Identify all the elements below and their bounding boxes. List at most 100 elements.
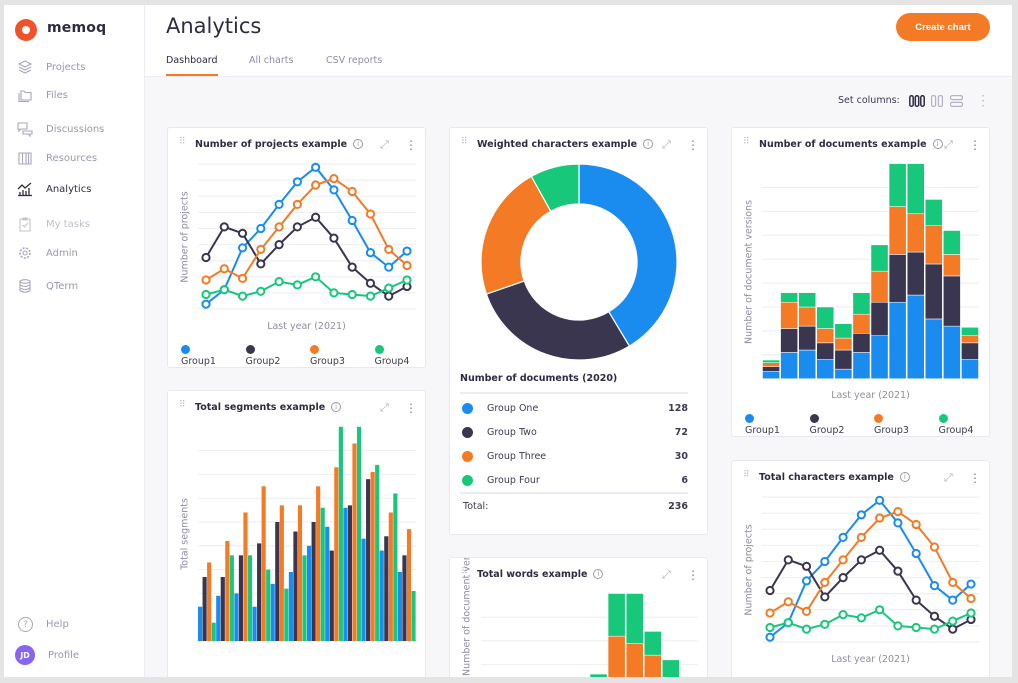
legend-label: Group3 (874, 425, 909, 436)
bar-group3 (207, 562, 212, 641)
create-chart-button[interactable]: Create chart (896, 13, 990, 41)
profile-link[interactable]: JD Profile (15, 645, 79, 665)
data-point (256, 223, 266, 234)
bar-group1 (216, 595, 221, 641)
tab-csv-reports[interactable]: CSV reports (326, 55, 383, 66)
legend-item-group4[interactable]: Group4 (374, 345, 426, 367)
data-point (256, 244, 266, 255)
drag-handle-icon[interactable]: ⠿ (461, 567, 468, 577)
sidebar-item-files[interactable]: Files (17, 87, 68, 103)
donut-slice-3 (480, 175, 552, 295)
drag-handle-icon[interactable]: ⠿ (461, 137, 468, 147)
bar-segment-group3 (607, 635, 626, 677)
bar-segment-group1 (888, 301, 907, 379)
bar-segment-group1 (925, 318, 943, 379)
expand-icon[interactable]: ⤢ (944, 471, 953, 484)
card-title: Weighted characters example i (477, 139, 654, 150)
sidebar-item-label: Admin (46, 247, 78, 259)
info-icon[interactable]: i (353, 139, 364, 149)
sidebar-item-discussions[interactable]: Discussions (17, 121, 104, 138)
info-icon[interactable]: i (593, 569, 604, 579)
one-column-icon[interactable] (950, 95, 964, 108)
help-link[interactable]: ? Help (18, 617, 69, 632)
info-icon[interactable]: i (643, 139, 654, 149)
bar-segment-group2 (798, 325, 816, 351)
data-point (384, 291, 394, 301)
bar-segment-group4 (834, 323, 853, 339)
card-title: Number of projects example i (195, 139, 364, 150)
tab-dashboard[interactable]: Dashboard (166, 55, 218, 76)
stacked-bar-chart-words (481, 593, 698, 677)
legend-item-group4[interactable]: Group4 (938, 414, 990, 436)
expand-icon[interactable]: ⤢ (662, 568, 671, 581)
tab-all-charts[interactable]: All charts (249, 55, 294, 66)
row-value: 30 (674, 451, 688, 462)
sidebar-item-qterm[interactable]: QTerm (17, 278, 78, 294)
stacked-bar-chart-documents (762, 163, 979, 380)
toolbar-more-icon[interactable]: · · · (981, 89, 985, 113)
data-point (911, 519, 921, 530)
sidebar-item-my-tasks[interactable]: My tasks (17, 216, 90, 232)
group-dot (462, 427, 473, 438)
sidebar-item-label: Projects (46, 61, 86, 73)
data-point (911, 595, 921, 605)
row-value: 128 (668, 403, 688, 414)
table-row: Group One 128 (460, 403, 688, 414)
two-columns-icon[interactable] (931, 95, 944, 108)
expand-icon[interactable]: ⤢ (380, 138, 389, 151)
drag-handle-icon[interactable]: ⠿ (179, 137, 186, 147)
expand-icon[interactable]: ⤢ (380, 401, 389, 414)
data-point (929, 624, 940, 634)
legend-item-group2[interactable]: Group2 (245, 345, 297, 367)
expand-icon[interactable]: ⤢ (662, 138, 671, 151)
expand-icon[interactable]: ⤢ (944, 138, 953, 151)
info-icon[interactable]: i (932, 139, 943, 149)
bar-segment-group4 (607, 593, 626, 637)
bar-group2 (347, 505, 353, 641)
info-icon[interactable]: i (331, 402, 342, 412)
data-point (856, 510, 866, 520)
sidebar-item-resources[interactable]: Resources (17, 150, 97, 166)
legend-item-group3[interactable]: Group3 (874, 414, 925, 436)
sidebar-item-projects[interactable]: Projects (17, 59, 85, 75)
data-point (856, 532, 866, 542)
bar-segment-group3 (816, 328, 835, 344)
legend-item-group1[interactable]: Group1 (181, 345, 232, 367)
data-point (893, 621, 903, 631)
bar-segment-group4 (589, 673, 608, 677)
drag-handle-icon[interactable]: ⠿ (743, 470, 750, 480)
chart-card-weighted: ⠿ Weighted characters example i ⤢ ⋮ Numbe… (449, 127, 708, 535)
data-point (365, 278, 376, 288)
sidebar-item-admin[interactable]: Admin (17, 245, 78, 261)
bar-group4 (338, 426, 343, 641)
legend-item-group1[interactable]: Group1 (745, 414, 796, 436)
app-window: memoq Projects Files Discussions Resourc… (4, 5, 1012, 677)
card-title: Total words example i (477, 569, 604, 580)
chat-icon (17, 121, 33, 138)
bar-segment-group4 (852, 292, 871, 315)
info-icon[interactable]: i (899, 472, 910, 482)
bar-segment-group1 (762, 371, 780, 379)
bar-group3 (352, 443, 357, 641)
legend-label: Group2 (809, 425, 845, 436)
legend-item-group3[interactable]: Group3 (310, 345, 361, 367)
bar-group1 (361, 538, 366, 641)
three-columns-icon[interactable] (909, 95, 925, 107)
drag-handle-icon[interactable]: ⠿ (179, 400, 186, 410)
data-point (274, 199, 284, 209)
bar-group2 (402, 555, 407, 641)
bar-segment-group2 (925, 263, 943, 320)
data-point (765, 585, 775, 596)
legend-dot (374, 345, 384, 354)
clipboard-check-icon (17, 216, 33, 232)
chart-card-projects: ⠿ Number of projects example i ⤢ ⋮ Number… (167, 127, 426, 368)
data-point (384, 244, 394, 255)
sidebar-item-analytics[interactable]: Analytics (17, 181, 91, 197)
donut-slice-4 (530, 163, 580, 213)
data-point (966, 593, 976, 604)
table-row: Group Two 72 (460, 427, 688, 438)
bar-group1 (270, 583, 275, 641)
legend-dot (745, 414, 754, 423)
legend-item-group2[interactable]: Group2 (809, 414, 861, 436)
drag-handle-icon[interactable]: ⠿ (743, 137, 750, 147)
